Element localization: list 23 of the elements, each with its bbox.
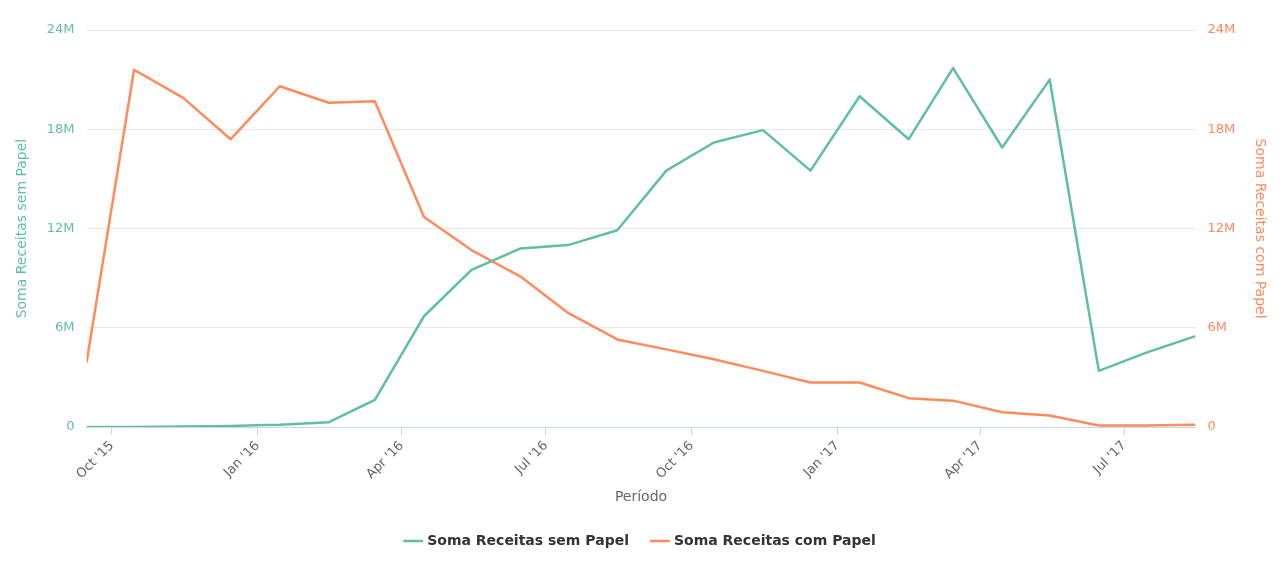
x-tick-label: Apr '17 [940, 437, 985, 482]
legend-label: Soma Receitas com Papel [673, 531, 876, 548]
y-tick-label: 12M [46, 219, 75, 235]
y-tick-label: 24M [46, 21, 75, 37]
y2-tick-label: 0 [1207, 418, 1216, 434]
x-axis-title: Período [614, 488, 668, 505]
y2-tick-label: 12M [1207, 219, 1236, 235]
y2-tick-label: 6M [1207, 319, 1227, 335]
x-tick-label: Apr '16 [362, 437, 407, 482]
y2-axis-title: Soma Receitas com Papel [1252, 138, 1269, 319]
y-axis-title: Soma Receitas sem Papel [13, 138, 30, 319]
y-tick-label: 0 [66, 418, 75, 434]
x-tick-label: Jul '16 [510, 437, 551, 478]
x-tick-label: Jul '17 [1089, 437, 1129, 478]
y-tick-label: 6M [55, 319, 75, 335]
y2-tick-label: 24M [1207, 21, 1236, 37]
y2-tick-label: 18M [1207, 120, 1236, 136]
x-tick-label: Oct '15 [72, 437, 117, 482]
x-tick-label: Jan '16 [219, 437, 263, 481]
x-tick-label: Oct '16 [652, 437, 697, 482]
x-tick-label: Jan '17 [799, 437, 842, 481]
y-tick-label: 18M [46, 120, 75, 136]
legend-label: Soma Receitas sem Papel [427, 531, 629, 548]
